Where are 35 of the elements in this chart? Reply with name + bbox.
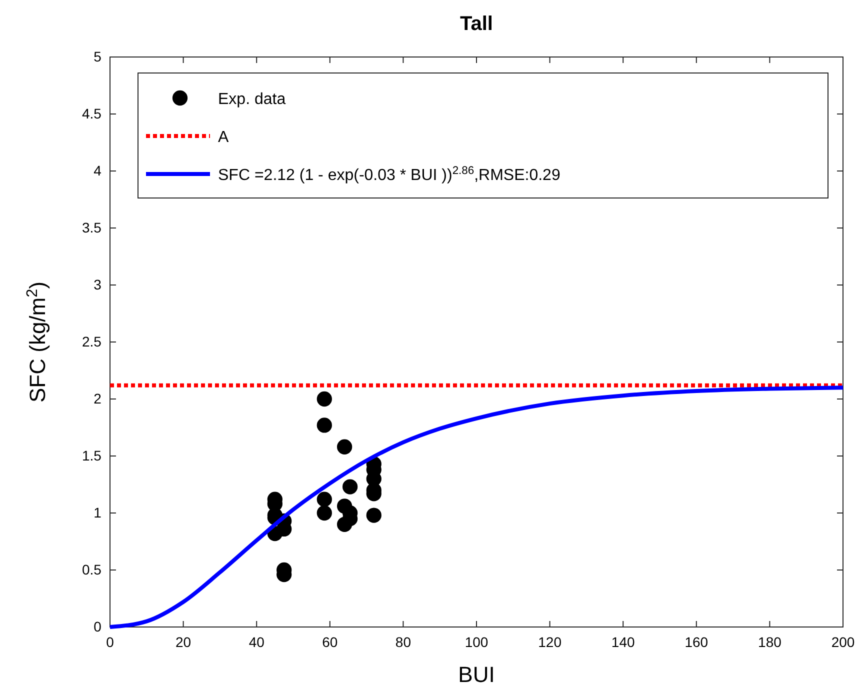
x-tick-label: 140 — [611, 634, 635, 650]
point — [336, 439, 352, 454]
x-tick-label: 100 — [464, 634, 488, 650]
y-tick-label: 4.5 — [82, 105, 102, 122]
x-axis-title: BUI — [458, 662, 495, 687]
point — [316, 492, 332, 507]
x-tick-label: 40 — [248, 634, 265, 650]
line-series — [108, 386, 845, 629]
point — [316, 505, 332, 521]
y-tick-label: 3.5 — [82, 219, 102, 236]
y-tick-label: 1.5 — [82, 447, 102, 464]
legend-label: A — [218, 129, 229, 146]
x-tick-label: 180 — [758, 634, 782, 650]
y-tick-label: 5 — [94, 48, 102, 64]
point — [316, 391, 332, 407]
x-tick-label: 80 — [395, 634, 412, 650]
x-tick-label: 200 — [831, 634, 855, 650]
point — [366, 508, 382, 523]
point — [316, 418, 332, 433]
y-tick-label: 2 — [94, 390, 102, 406]
y-tick-label: 0.5 — [82, 561, 102, 578]
point — [342, 479, 358, 494]
x-tick-label: 20 — [176, 634, 192, 650]
y-tick-label: 2.5 — [82, 333, 102, 350]
y-tick-label: 4 — [94, 162, 102, 178]
x-tick-label: 0 — [106, 634, 114, 650]
x-tick-label: 120 — [538, 634, 562, 650]
x-tick-label: 60 — [322, 634, 338, 650]
y-tick-label: 0 — [94, 618, 102, 634]
chart-title: Tall — [460, 13, 493, 35]
legend-label: SFC =2.12 (1 - exp(-0.03 * BUI ))$^{2.86}$,RMSE:0.29 — [218, 165, 560, 184]
y-tick-label: 3 — [94, 276, 102, 292]
x-tick-label: 160 — [684, 634, 708, 650]
legend-label: Exp. data — [218, 91, 286, 108]
y-tick-label: 1 — [94, 504, 102, 520]
